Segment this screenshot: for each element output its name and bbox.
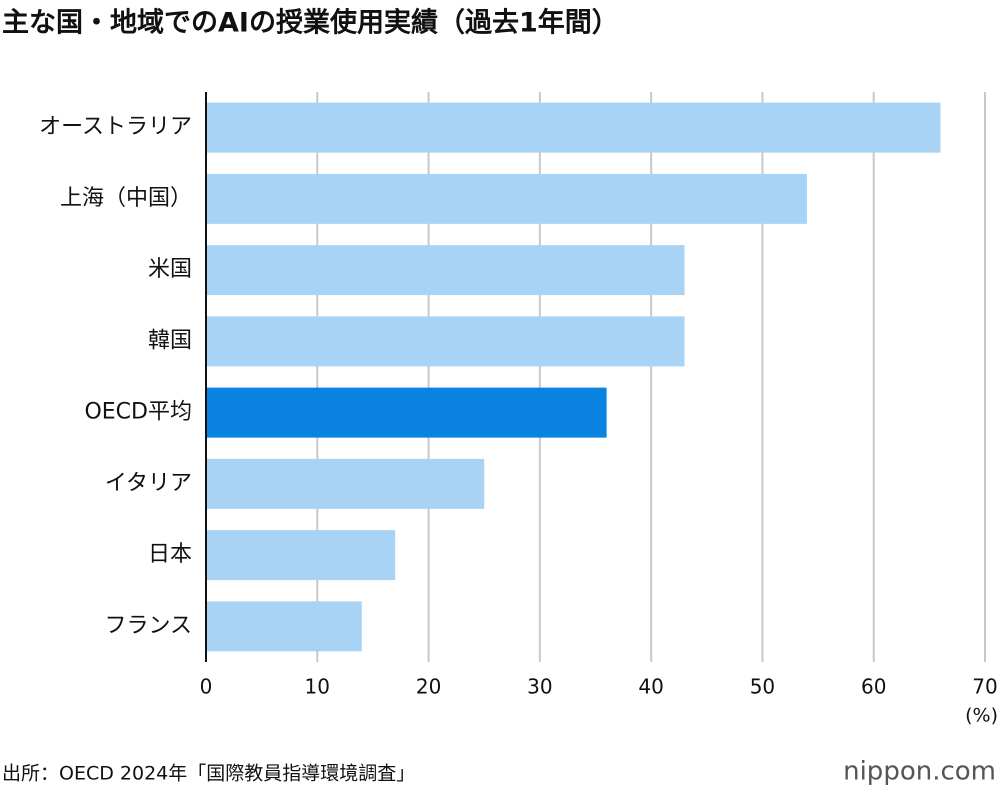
- bar: [206, 601, 362, 652]
- x-tick-label: 40: [638, 675, 663, 699]
- y-tick-label: オーストラリア: [39, 115, 192, 140]
- bar: [206, 316, 685, 367]
- x-tick-label: 50: [750, 675, 775, 699]
- x-tick-label: 10: [305, 675, 330, 699]
- bar: [206, 530, 396, 581]
- logo: nippon.com: [843, 757, 996, 787]
- y-tick-label: 韓国: [148, 328, 192, 353]
- y-tick-label: 上海（中国）: [60, 186, 192, 211]
- source: 出所：OECD 2024年「国際教員指導環境調査」: [2, 763, 415, 785]
- x-tick-label: 70: [972, 675, 997, 699]
- bar: [206, 387, 607, 438]
- y-tick-label: 日本: [148, 542, 192, 567]
- bar: [206, 173, 807, 224]
- chart-title: 主な国・地域でのAIの授業使用実績（過去1年間）: [2, 7, 619, 39]
- x-tick-label: 20: [416, 675, 441, 699]
- bar: [206, 102, 941, 153]
- x-tick-label: 60: [861, 675, 886, 699]
- y-tick-label: OECD平均: [84, 400, 192, 425]
- x-tick-label: 0: [200, 675, 213, 699]
- bar: [206, 245, 685, 296]
- y-tick-label: 米国: [148, 257, 192, 282]
- x-tick-label: 30: [527, 675, 552, 699]
- x-unit: (%): [965, 705, 998, 727]
- y-tick-label: フランス: [104, 613, 192, 638]
- y-tick-label: イタリア: [105, 471, 192, 496]
- bar: [206, 458, 485, 509]
